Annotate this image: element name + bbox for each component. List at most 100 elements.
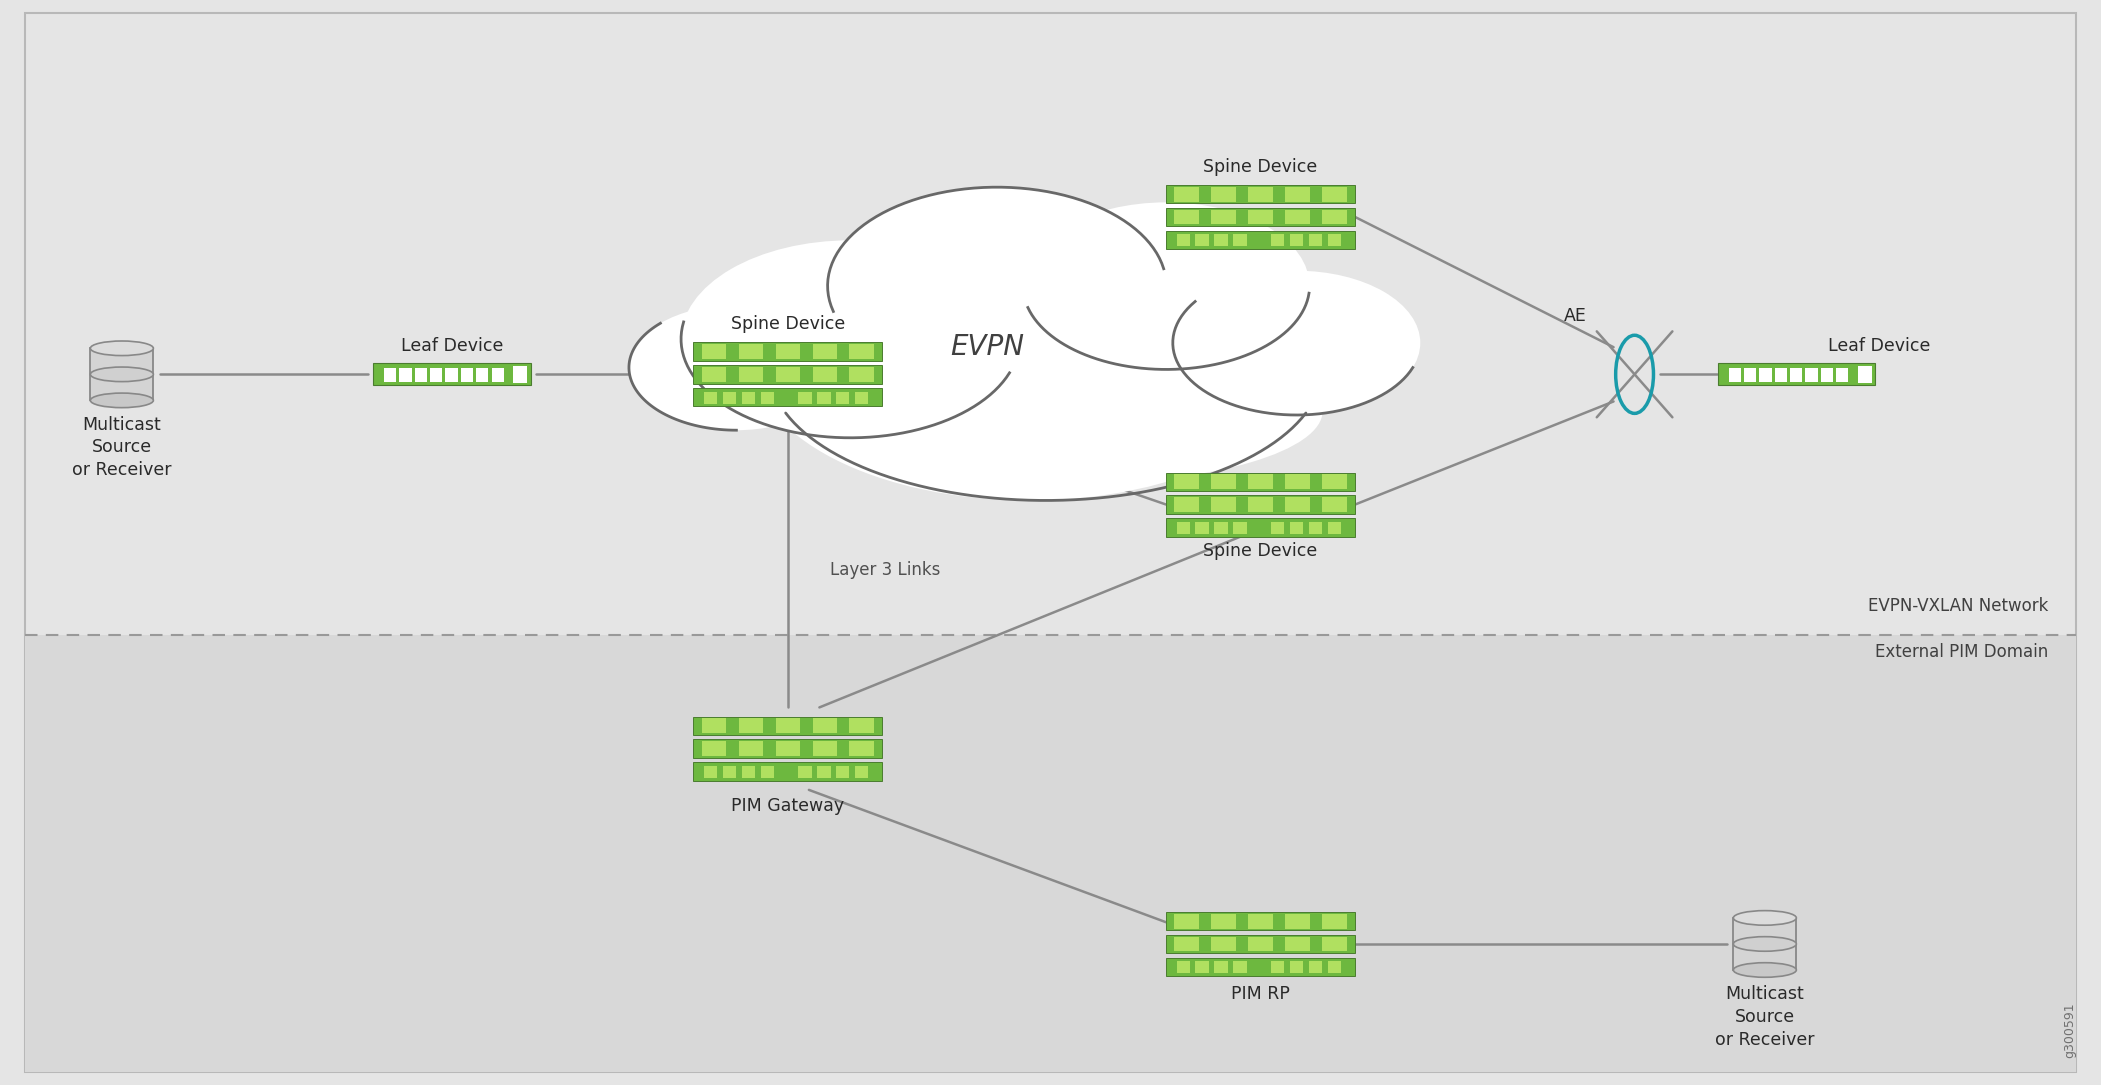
Bar [1309,961,1322,973]
Bar [775,344,800,359]
Bar [775,718,800,733]
Bar [1195,522,1208,534]
Bar [1322,209,1347,225]
Bar [460,368,473,382]
Bar [740,344,763,359]
Text: Multicast
Source
or Receiver: Multicast Source or Receiver [1714,985,1815,1049]
Bar [1271,961,1284,973]
Ellipse shape [681,240,1019,437]
Bar [1733,918,1796,970]
Bar [1790,368,1803,382]
Bar [1166,495,1355,513]
Bar [1248,474,1273,489]
Bar [1286,914,1309,929]
Ellipse shape [1172,270,1420,414]
Bar [693,740,882,757]
Bar [399,368,412,382]
Text: EVPN-VXLAN Network: EVPN-VXLAN Network [1868,597,2048,615]
Text: Layer 3 Links: Layer 3 Links [830,561,941,578]
Bar [1322,914,1347,929]
Bar [374,363,529,385]
Bar [1759,368,1771,382]
Bar [1233,961,1246,973]
Bar [1328,522,1340,534]
Bar [1174,936,1200,952]
Text: AE: AE [1565,307,1586,325]
Bar [1286,209,1309,225]
Bar [1166,518,1355,536]
Bar [513,366,527,383]
Bar [1248,914,1273,929]
Bar [1166,472,1355,490]
Bar [704,766,716,778]
Text: External PIM Domain: External PIM Domain [1876,643,2048,662]
Bar [798,766,811,778]
Bar [1177,961,1189,973]
Bar [1166,934,1355,953]
Bar [813,718,836,733]
Bar [761,766,773,778]
Bar [1212,474,1235,489]
Bar [740,367,763,382]
Bar [1286,936,1309,952]
Ellipse shape [752,216,1307,500]
Bar [1195,234,1208,246]
Bar [1744,368,1756,382]
Bar [740,741,763,756]
Bar [855,392,868,404]
Bar [813,344,836,359]
Bar [1328,961,1340,973]
Bar [1177,522,1189,534]
Bar [1309,522,1322,534]
Text: Leaf Device: Leaf Device [401,336,502,355]
Bar [723,392,735,404]
Bar [1174,209,1200,225]
Bar [1212,209,1235,225]
Bar [1214,522,1227,534]
Bar [1233,234,1246,246]
Bar [1248,936,1273,952]
Ellipse shape [1733,962,1796,978]
Bar [1322,474,1347,489]
Bar [1233,522,1246,534]
Bar [1805,368,1817,382]
Bar [1195,961,1208,973]
Bar [1214,961,1227,973]
Bar [1166,230,1355,248]
Bar [1174,187,1200,202]
Bar [813,367,836,382]
Bar [1177,234,1189,246]
Bar [1248,497,1273,512]
Bar [1290,961,1303,973]
Bar [1729,368,1742,382]
Bar [1174,474,1200,489]
Bar [702,718,727,733]
Ellipse shape [90,367,153,382]
Bar [1309,234,1322,246]
Bar [836,766,849,778]
Bar [723,766,735,778]
Bar [1212,497,1235,512]
Ellipse shape [90,393,153,408]
Bar [1290,522,1303,534]
Bar [1271,234,1284,246]
Bar [855,766,868,778]
Bar [1271,522,1284,534]
Ellipse shape [628,305,845,431]
Text: g300591: g300591 [2063,1003,2076,1058]
Bar [742,392,754,404]
Bar [1166,184,1355,203]
Bar [90,348,153,400]
Bar [1166,911,1355,930]
Text: Spine Device: Spine Device [731,315,845,333]
Bar [445,368,458,382]
Bar [740,718,763,733]
Bar [1286,497,1309,512]
Ellipse shape [828,187,1166,384]
Bar [702,741,727,756]
Bar [849,718,874,733]
Bar [1322,497,1347,512]
Text: EVPN: EVPN [950,333,1025,361]
Bar [1212,936,1235,952]
Text: PIM Gateway: PIM Gateway [731,797,845,816]
